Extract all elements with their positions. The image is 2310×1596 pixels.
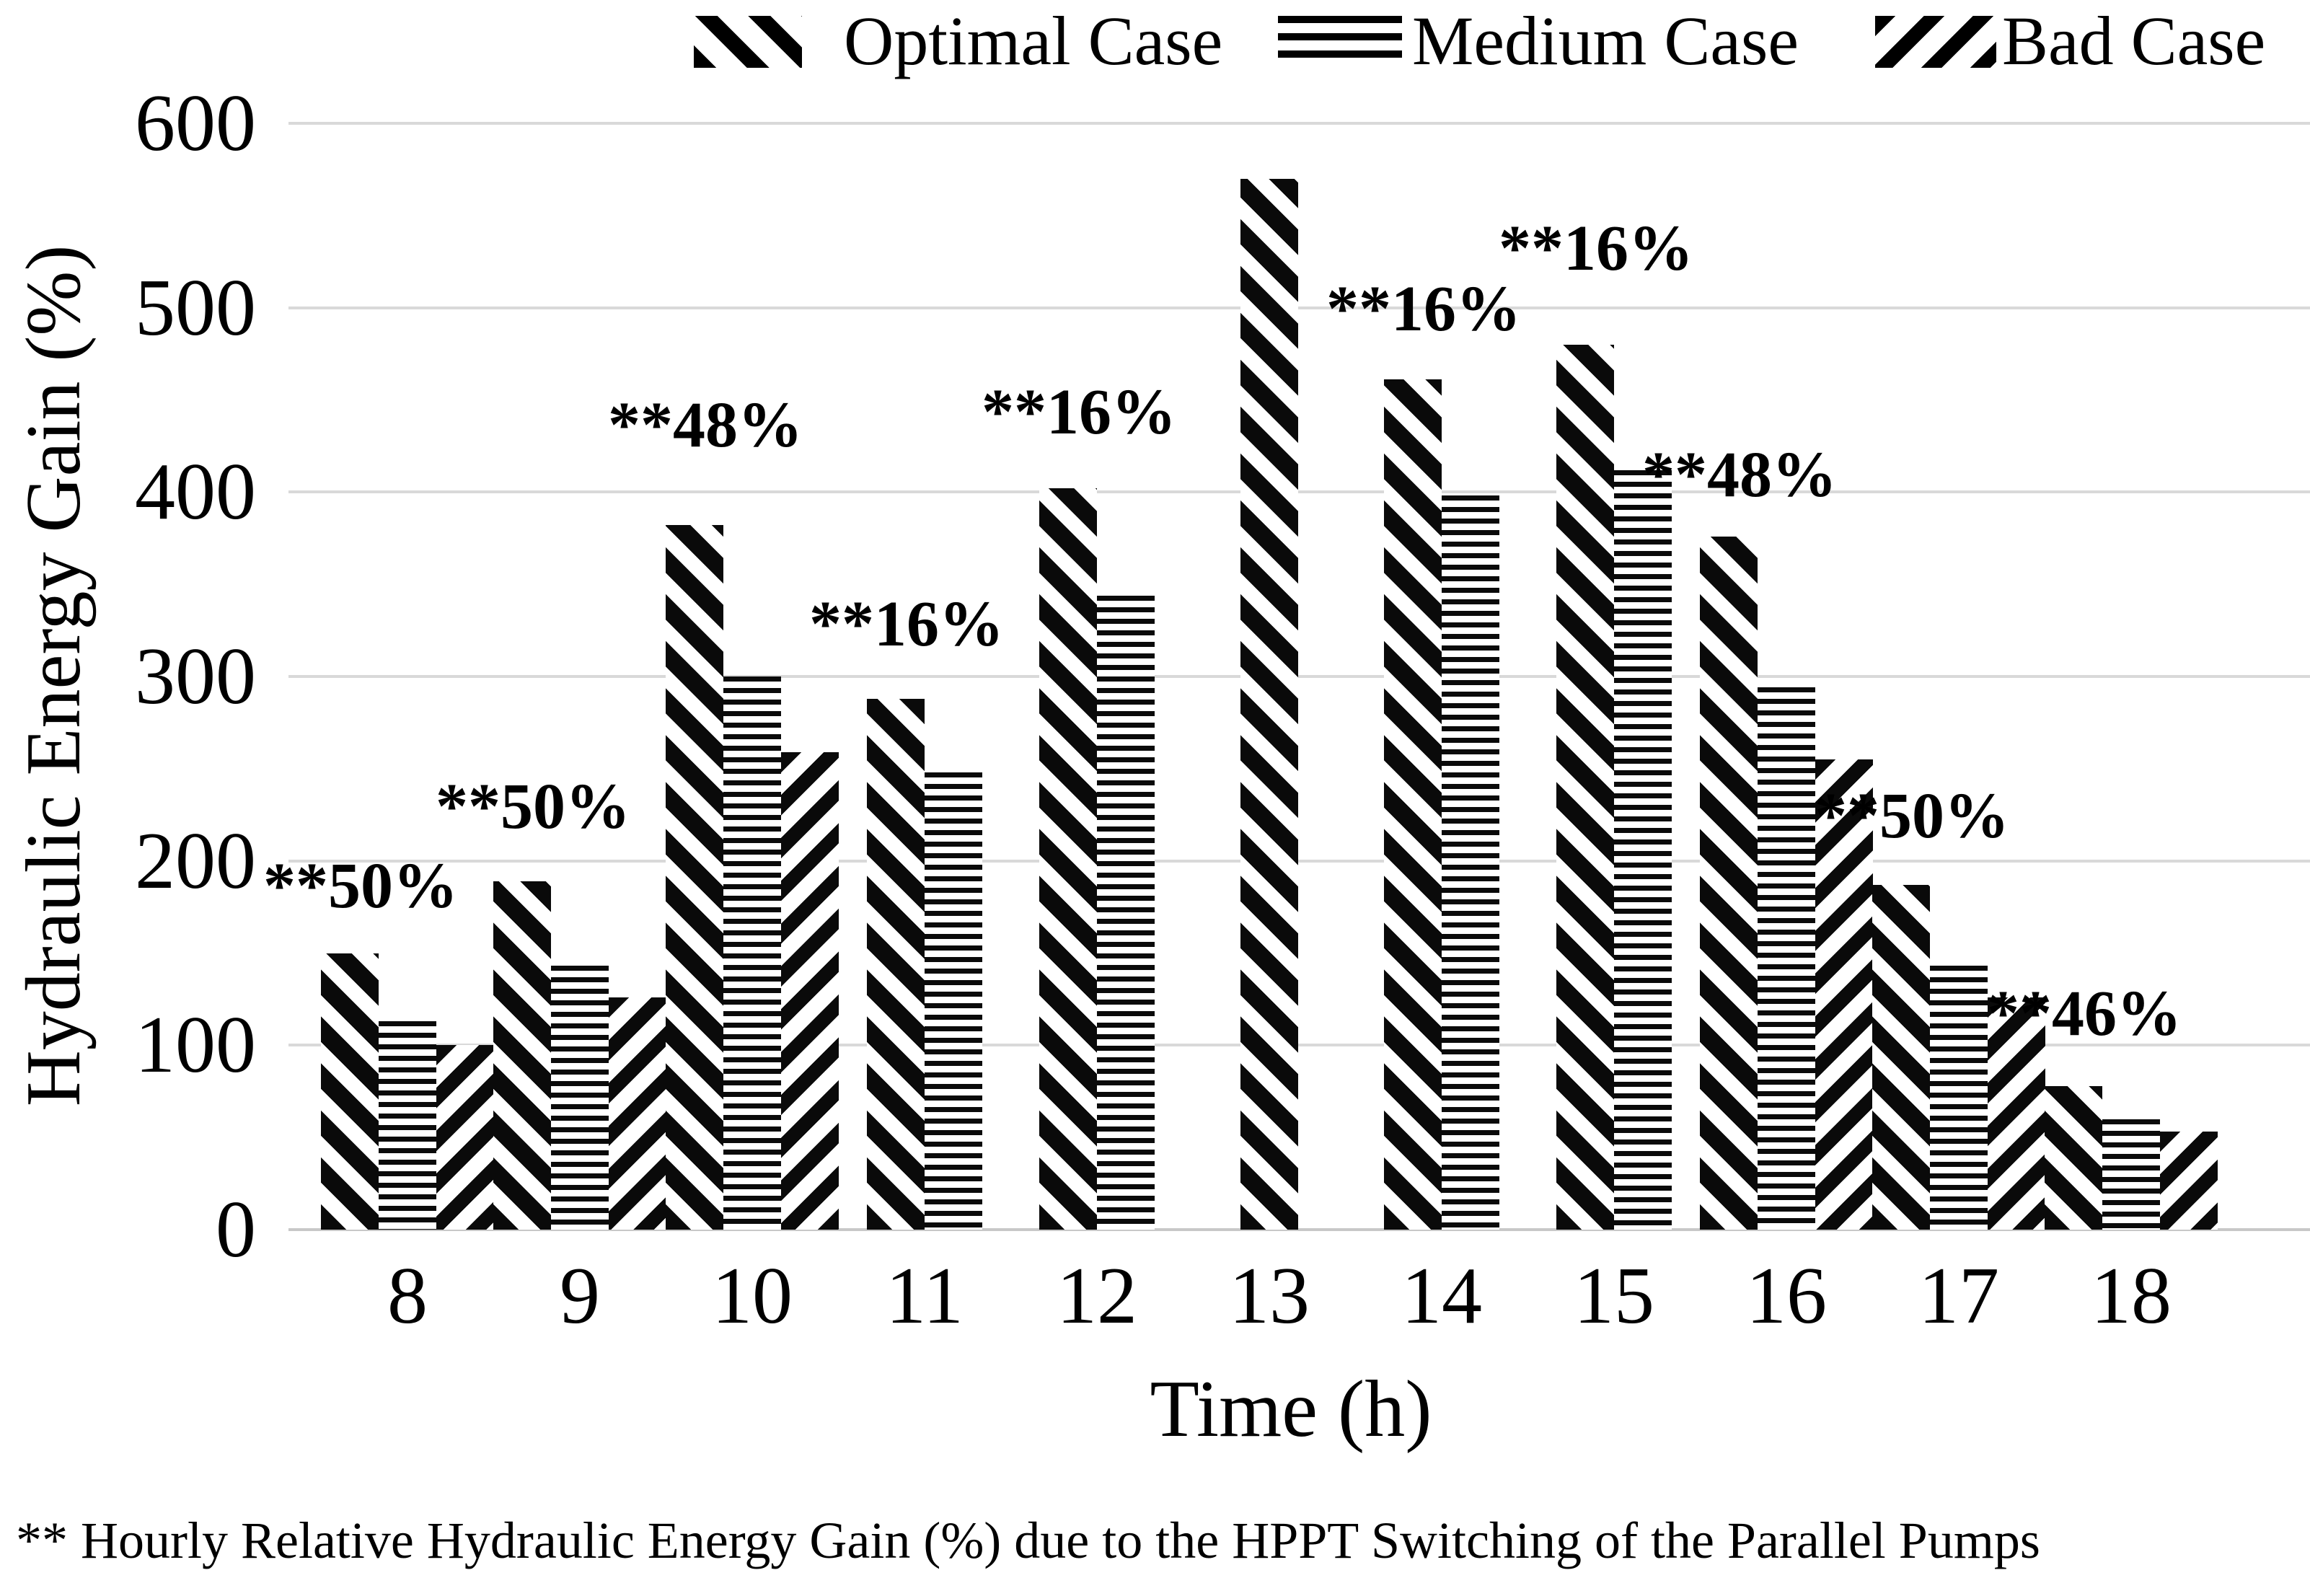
gridline-600	[288, 122, 2310, 125]
bar-bad-8	[436, 1045, 494, 1230]
y-tick-label-500: 500	[135, 263, 256, 353]
legend-label-bad: Bad Case	[2002, 2, 2266, 79]
x-tick-label-8: 8	[387, 1251, 428, 1341]
bar-optimal-10	[666, 525, 723, 1230]
gridline-400	[288, 490, 2310, 494]
plot-area	[288, 122, 2310, 1231]
bar-medium-8	[379, 1021, 436, 1230]
x-tick-label-10: 10	[712, 1251, 793, 1341]
bar-medium-11	[925, 772, 982, 1230]
gain-annotation-11: **16%	[809, 588, 1004, 661]
bar-optimal-8	[321, 953, 379, 1230]
gain-annotation-10: **48%	[608, 389, 803, 461]
y-tick-label-300: 300	[135, 632, 256, 721]
gain-annotation-18: **46%	[1987, 977, 2182, 1049]
bar-medium-14	[1442, 495, 1499, 1230]
gridline-100	[288, 1044, 2310, 1047]
bar-medium-18	[2102, 1119, 2160, 1230]
optimal-case-pattern-icon	[694, 16, 802, 68]
bar-medium-17	[1930, 966, 1988, 1230]
gain-annotation-17: **50%	[1815, 780, 2009, 852]
x-tick-label-11: 11	[886, 1251, 964, 1341]
x-tick-label-16: 16	[1746, 1251, 1827, 1341]
gain-annotation-15: **16%	[1499, 212, 1693, 284]
bar-medium-9	[551, 966, 609, 1230]
gridline-0	[288, 1228, 2310, 1231]
bar-bad-9	[609, 997, 666, 1230]
x-tick-label-9: 9	[560, 1251, 600, 1341]
x-tick-label-14: 14	[1401, 1251, 1482, 1341]
x-axis-title: Time (h)	[1150, 1364, 1432, 1454]
bar-optimal-18	[2045, 1085, 2102, 1230]
gain-annotation-9: **50%	[436, 771, 630, 843]
bar-optimal-11	[867, 698, 925, 1230]
bar-optimal-16	[1700, 536, 1758, 1230]
gain-annotation-16: **48%	[1642, 438, 1837, 511]
medium-case-pattern-icon	[1278, 16, 1402, 68]
bad-case-pattern-icon	[1875, 16, 1996, 68]
bar-optimal-14	[1384, 379, 1442, 1230]
gridline-500	[288, 306, 2310, 309]
bar-bad-16	[1815, 759, 1873, 1230]
y-tick-label-200: 200	[135, 816, 256, 906]
gain-annotation-12: **16%	[982, 376, 1176, 449]
x-tick-label-13: 13	[1229, 1251, 1310, 1341]
x-tick-label-12: 12	[1057, 1251, 1137, 1341]
bar-optimal-12	[1039, 488, 1097, 1230]
bar-medium-10	[723, 676, 781, 1230]
gain-annotation-14: **16%	[1326, 273, 1521, 345]
gain-annotation-8: **50%	[263, 850, 458, 922]
bar-bad-17	[1988, 997, 2045, 1230]
bar-medium-15	[1614, 469, 1672, 1230]
bar-optimal-9	[493, 881, 551, 1230]
x-tick-label-18: 18	[2091, 1251, 2172, 1341]
bar-medium-12	[1097, 595, 1155, 1230]
x-tick-label-17: 17	[1918, 1251, 1999, 1341]
bar-optimal-17	[1872, 884, 1930, 1230]
legend-label-medium: Medium Case	[1412, 2, 1799, 79]
gridline-200	[288, 859, 2310, 863]
y-tick-label-600: 600	[135, 79, 256, 168]
bar-optimal-13	[1240, 178, 1298, 1230]
y-tick-label-100: 100	[135, 1000, 256, 1090]
legend-label-optimal: Optimal Case	[844, 2, 1223, 79]
bar-optimal-15	[1556, 344, 1614, 1230]
y-tick-label-400: 400	[135, 447, 256, 537]
x-tick-label-15: 15	[1574, 1251, 1654, 1341]
bar-bad-18	[2160, 1132, 2218, 1230]
gridline-300	[288, 675, 2310, 678]
bar-bad-10	[781, 751, 839, 1230]
y-tick-label-0: 0	[216, 1185, 256, 1274]
bar-medium-16	[1758, 687, 1815, 1230]
footnote: ** Hourly Relative Hydraulic Energy Gain…	[16, 1512, 2040, 1569]
